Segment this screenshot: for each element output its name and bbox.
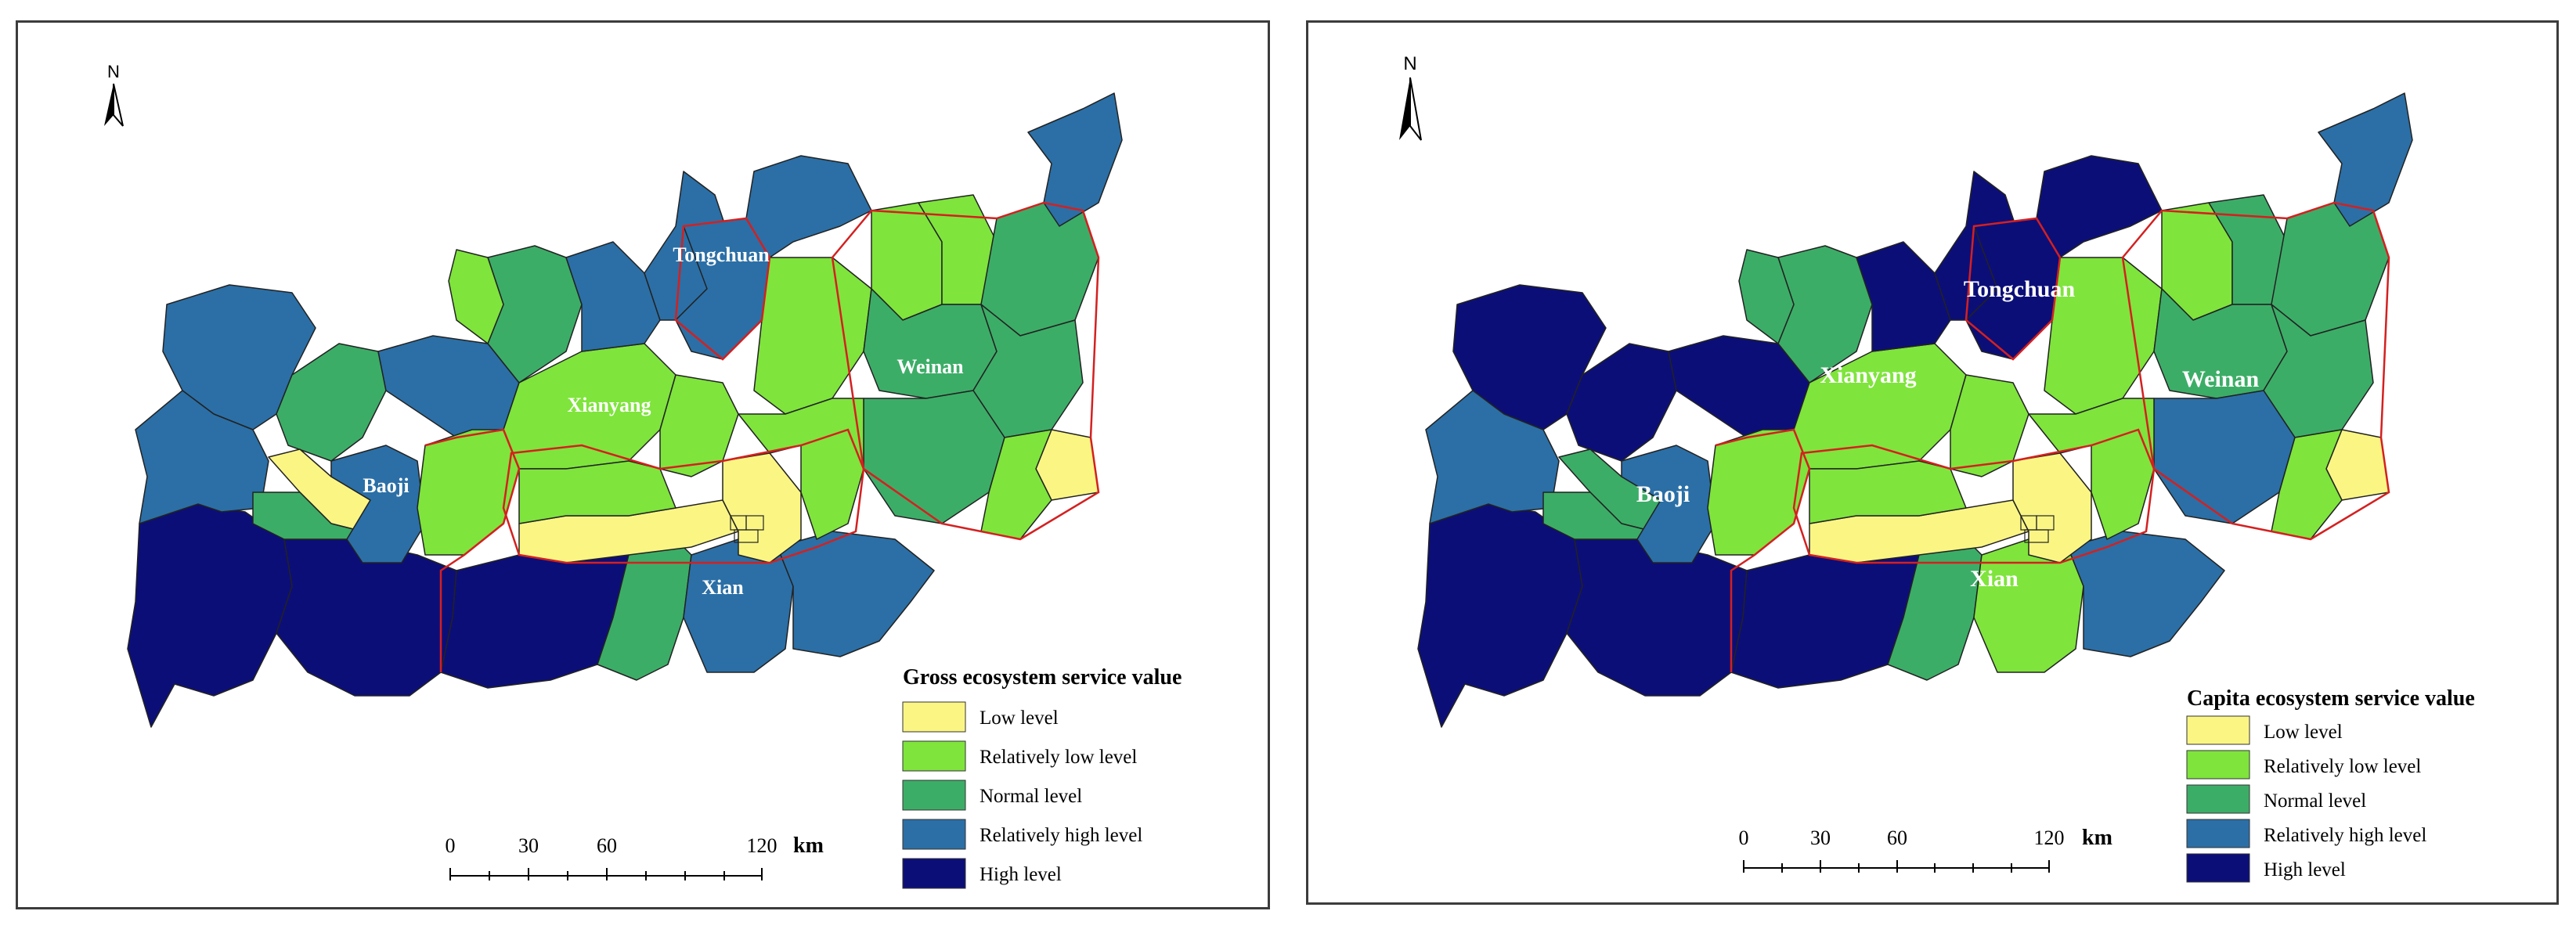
legend-swatch — [2186, 715, 2250, 745]
county — [448, 249, 504, 344]
legend-swatch — [902, 819, 966, 850]
city-borders — [424, 201, 1100, 672]
map-panel-capita: N — [1306, 20, 2559, 905]
county — [2271, 202, 2390, 337]
scale-tick-label: 120 — [747, 834, 777, 857]
county — [1856, 241, 1951, 352]
scale-tick-label: 30 — [518, 834, 539, 857]
legend-swatch — [902, 740, 966, 772]
scale-tick-label: 60 — [597, 834, 617, 857]
legend: Capita ecosystem service value Low level… — [2186, 686, 2475, 883]
legend-item-label: High level — [980, 864, 1062, 885]
city-label-tongchuan: Tongchuan — [673, 243, 770, 266]
city-borders — [1715, 201, 2390, 672]
scale-tick-label: 120 — [2034, 826, 2065, 849]
city-label-tongchuan: Tongchuan — [1964, 276, 2076, 302]
legend-item-label: Low level — [2264, 722, 2343, 743]
county — [980, 202, 1099, 337]
city-label-baoji: Baoji — [1636, 481, 1690, 507]
county — [2318, 92, 2413, 227]
legend-swatch — [902, 780, 966, 811]
north-label: N — [1403, 53, 1416, 74]
county — [1417, 503, 1583, 728]
legend-item-label: Relatively high level — [2264, 825, 2426, 846]
county — [753, 257, 872, 415]
county — [1707, 429, 1810, 556]
county — [1621, 445, 1716, 564]
legend-title: Capita ecosystem service value — [2187, 686, 2475, 711]
legend-swatch — [2186, 750, 2250, 780]
county — [2036, 155, 2163, 258]
xian-urban-districts — [730, 515, 764, 543]
county — [2067, 531, 2225, 657]
county — [659, 374, 739, 477]
county — [745, 155, 872, 258]
legend-swatch — [2186, 784, 2250, 814]
map-region — [1417, 92, 2413, 728]
city-label-xian: Xian — [1970, 566, 2019, 592]
county — [518, 460, 676, 524]
scale-tick-label: 0 — [1739, 826, 1749, 849]
county — [1027, 92, 1123, 227]
scale-bar: 0 30 60 120 km — [1739, 826, 2112, 873]
county — [777, 531, 935, 657]
map-panel-gross: N — [16, 20, 1270, 909]
county — [276, 343, 387, 462]
county — [863, 390, 1005, 524]
county — [330, 445, 426, 564]
county — [127, 503, 293, 728]
city-label-xianyang: Xianyang — [568, 394, 651, 416]
legend-item-label: High level — [2264, 859, 2346, 880]
map-region — [127, 92, 1123, 728]
scale-tick-label: 0 — [446, 834, 456, 857]
legend: Gross ecosystem service value Low level … — [902, 665, 1182, 889]
county — [1566, 343, 1677, 462]
xian-urban-districts — [2020, 515, 2055, 543]
legend-item-label: Normal level — [2264, 790, 2366, 812]
city-label-xianyang: Xianyang — [1820, 362, 1916, 388]
legend-title: Gross ecosystem service value — [903, 665, 1182, 690]
county — [565, 241, 661, 352]
legend-swatch — [902, 858, 966, 889]
county — [1738, 249, 1795, 344]
north-arrow-icon: N — [1399, 53, 1422, 141]
city-label-weinan: Weinan — [897, 355, 964, 378]
city-label-xian: Xian — [702, 576, 744, 599]
city-label-weinan: Weinan — [2182, 366, 2260, 392]
scale-tick-label: 60 — [1887, 826, 1907, 849]
legend-item-label: Relatively low level — [2264, 756, 2421, 777]
legend-item-label: Relatively low level — [980, 747, 1137, 768]
scale-tick-label: 30 — [1810, 826, 1831, 849]
county — [417, 429, 520, 556]
legend-item-label: Relatively high level — [980, 825, 1142, 846]
legend-item-label: Normal level — [980, 786, 1082, 807]
scale-unit: km — [793, 834, 824, 858]
legend-swatch — [2186, 819, 2250, 848]
scale-unit: km — [2082, 826, 2112, 850]
county — [1950, 374, 2029, 477]
map-canvas: N — [104, 62, 1182, 889]
legend-swatch — [902, 701, 966, 733]
legend-swatch — [2186, 853, 2250, 883]
county — [2153, 390, 2296, 524]
legend-item-label: Low level — [980, 708, 1059, 729]
north-label: N — [107, 62, 120, 81]
county — [1973, 538, 2084, 673]
county — [683, 538, 794, 673]
scale-bar: 0 30 60 120 km — [446, 834, 824, 880]
city-label-baoji: Baoji — [363, 474, 409, 497]
north-arrow-icon: N — [104, 62, 124, 127]
map-canvas: N — [1399, 53, 2475, 883]
county — [1809, 460, 1967, 524]
